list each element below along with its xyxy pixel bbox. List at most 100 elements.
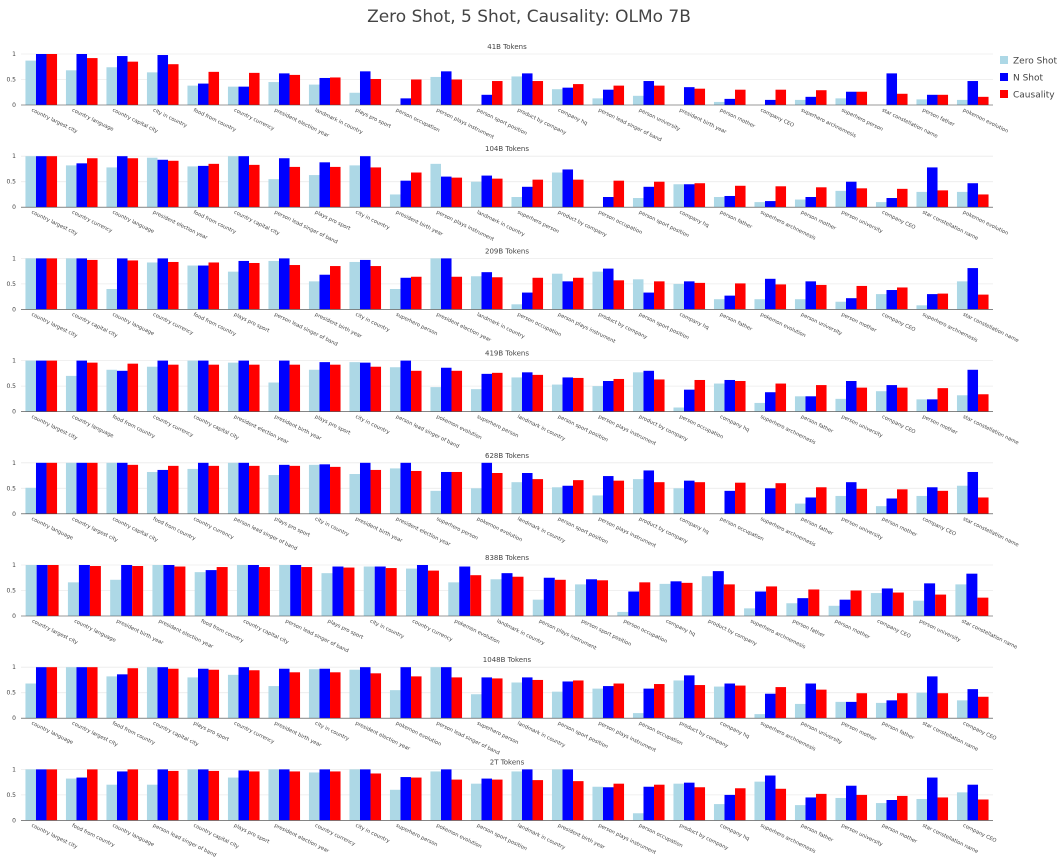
bar <box>735 788 746 821</box>
bar <box>673 283 684 310</box>
bar <box>543 577 555 616</box>
bar <box>632 713 644 719</box>
bar <box>897 795 908 821</box>
bar <box>116 674 128 719</box>
bar <box>146 471 158 514</box>
bar <box>835 190 846 208</box>
bar <box>775 186 787 208</box>
bar <box>308 281 320 310</box>
bar <box>330 266 341 310</box>
x-tick-label: person father <box>791 618 826 639</box>
bar <box>654 181 665 208</box>
bar <box>76 777 88 821</box>
chart-panel: 1048B Tokens 0 0.5 1 country language country… <box>6 656 997 756</box>
bar <box>492 372 503 412</box>
bar <box>764 488 776 514</box>
bar <box>713 299 725 310</box>
bar <box>532 277 544 310</box>
bar <box>87 158 98 208</box>
bar <box>400 277 412 310</box>
bar <box>25 60 36 105</box>
bar <box>724 98 736 105</box>
bar <box>430 163 441 208</box>
bar <box>174 566 186 616</box>
bar <box>249 262 260 310</box>
bar <box>65 375 77 412</box>
bar <box>411 777 422 821</box>
x-tick-label: company hq <box>678 210 710 229</box>
bar <box>835 495 846 514</box>
bar <box>551 273 563 310</box>
bar <box>65 462 77 514</box>
bar <box>956 191 968 208</box>
y-tick-label: 0 <box>12 102 16 109</box>
bar <box>532 81 544 105</box>
y-tick-label: 0.5 <box>6 588 16 595</box>
x-tick-label: person mother <box>840 312 878 335</box>
bar <box>956 792 968 821</box>
bar <box>897 693 908 719</box>
bar <box>289 265 301 310</box>
bar <box>440 176 452 208</box>
bar <box>794 199 806 208</box>
bar <box>794 805 806 821</box>
bar <box>321 573 333 616</box>
bar <box>870 593 882 616</box>
bar <box>673 184 684 208</box>
bar <box>76 667 88 719</box>
bar <box>511 377 522 412</box>
x-tick-label: person mother <box>719 107 757 130</box>
bar <box>411 676 422 719</box>
x-tick-label: person university <box>918 618 961 643</box>
bar <box>592 495 603 514</box>
bar <box>208 262 220 310</box>
bar <box>89 566 101 616</box>
x-tick-label: city in country <box>354 210 390 232</box>
bar <box>724 195 736 208</box>
bar <box>532 780 544 821</box>
bar <box>289 465 301 514</box>
bar <box>400 180 412 208</box>
bar <box>146 72 158 105</box>
y-tick-label: 0.5 <box>6 77 16 84</box>
bar <box>532 179 544 208</box>
bar <box>249 364 260 412</box>
bar <box>632 479 644 514</box>
bar <box>430 667 441 719</box>
bar <box>127 464 139 514</box>
x-tick-label: person father <box>881 721 916 742</box>
bar <box>411 172 422 208</box>
x-tick-label: company hq <box>665 618 697 637</box>
bar <box>370 366 382 412</box>
bar <box>87 362 98 412</box>
bar <box>208 71 220 105</box>
bar <box>764 775 776 821</box>
bar <box>978 799 989 821</box>
x-tick-label: country largest city <box>31 618 79 645</box>
bar <box>956 99 968 105</box>
bar <box>35 769 47 821</box>
bar <box>643 370 655 412</box>
x-tick-label: company hq <box>557 107 589 126</box>
panel-title: 419B Tokens <box>485 350 529 358</box>
bar <box>47 565 59 616</box>
bar <box>238 770 250 821</box>
bar <box>511 771 522 821</box>
bar <box>754 781 765 821</box>
bar <box>106 369 117 412</box>
bar <box>875 803 887 821</box>
bar <box>632 372 644 412</box>
bar <box>562 169 574 208</box>
bar <box>121 565 133 616</box>
bar <box>146 784 158 821</box>
y-tick-label: 0 <box>12 613 16 620</box>
bar <box>926 487 938 514</box>
bar <box>592 688 603 719</box>
x-tick-label: country language <box>111 210 155 235</box>
bar <box>816 284 827 310</box>
bar <box>197 165 209 208</box>
bar <box>146 262 158 310</box>
bar <box>886 73 898 105</box>
legend-swatch <box>1000 73 1008 81</box>
